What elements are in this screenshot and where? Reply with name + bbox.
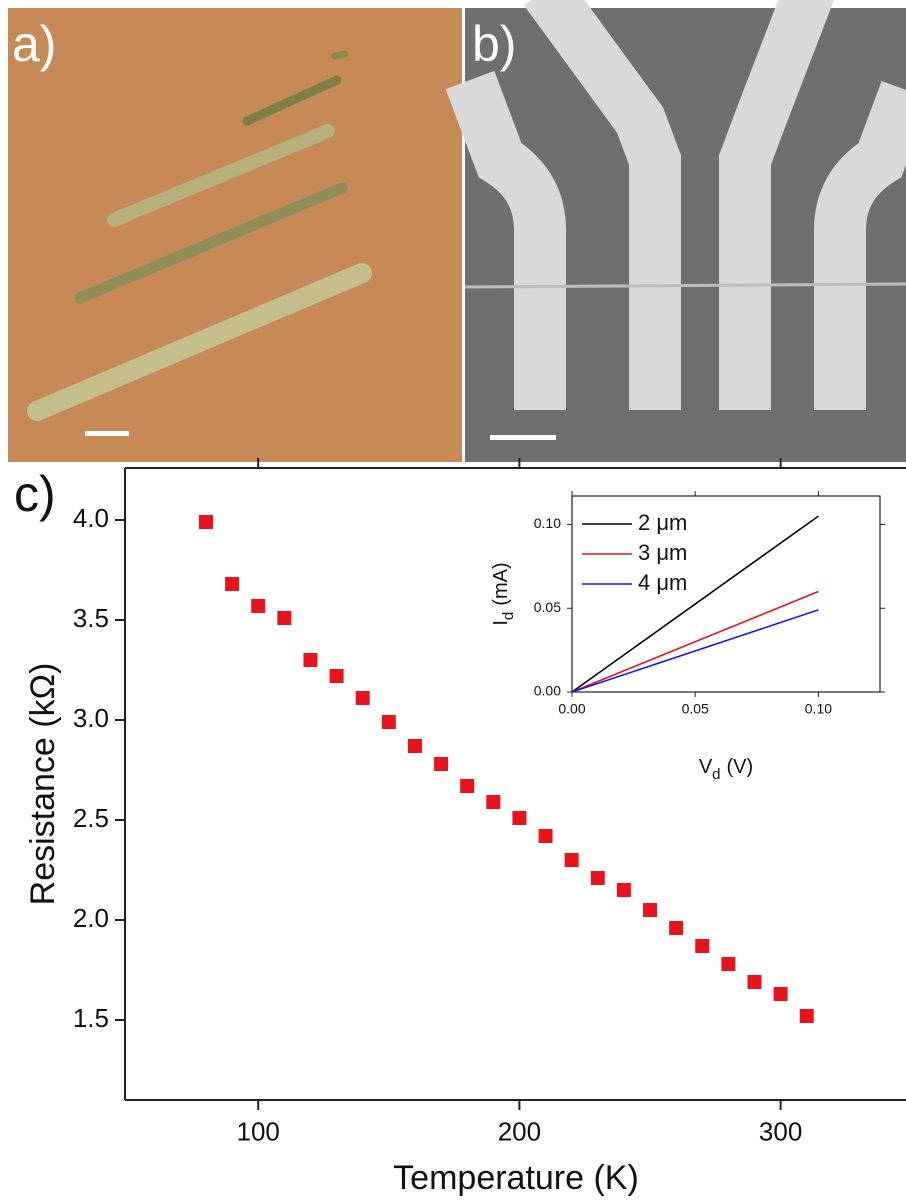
data-point <box>356 691 370 705</box>
legend-label: 3 μm <box>638 540 687 565</box>
data-point <box>669 921 683 935</box>
x-tick-label: 0.05 <box>682 700 709 716</box>
data-point <box>695 939 709 953</box>
x-tick-label: 100 <box>237 1116 280 1146</box>
y-tick-label: 0.00 <box>534 683 561 699</box>
data-point <box>512 811 526 825</box>
legend-label: 2 μm <box>638 510 687 535</box>
y-axis-title: Id(mA) <box>490 562 517 625</box>
data-point <box>565 853 579 867</box>
data-point <box>382 715 396 729</box>
data-point <box>643 903 657 917</box>
legend-label: 4 μm <box>638 570 687 595</box>
y-tick-label: 2.5 <box>73 803 109 833</box>
data-point <box>486 795 500 809</box>
x-tick-label: 200 <box>498 1116 541 1146</box>
y-tick-label: 0.05 <box>534 599 561 615</box>
y-tick-label: 1.5 <box>73 1003 109 1033</box>
y-tick-label: 0.10 <box>534 515 561 531</box>
data-point <box>225 577 239 591</box>
data-point <box>617 883 631 897</box>
label-subscript: d <box>500 612 517 620</box>
data-point <box>800 1009 814 1023</box>
panel-label: a) <box>12 16 56 72</box>
data-point <box>539 829 553 843</box>
data-point <box>774 987 788 1001</box>
panel-label: c) <box>14 466 56 522</box>
data-point <box>251 599 265 613</box>
data-point <box>460 779 474 793</box>
data-point <box>277 611 291 625</box>
data-point <box>591 871 605 885</box>
y-axis-title: Resistance (kΩ) <box>24 663 62 906</box>
data-point <box>303 653 317 667</box>
data-point <box>408 739 422 753</box>
figure: a) b) 100 200 300 4.0 3.5 3.0 2.5 2.0 1.5 c) Tempe… <box>0 0 906 1202</box>
x-tick-label: 0.10 <box>805 700 832 716</box>
x-axis-title: Temperature (K) <box>393 1159 639 1197</box>
x-tick-label: 300 <box>759 1116 802 1146</box>
inset-background <box>572 496 880 692</box>
label-part: (V) <box>727 756 754 778</box>
data-point <box>748 975 762 989</box>
data-point <box>721 957 735 971</box>
y-tick-label: 4.0 <box>73 503 109 533</box>
x-tick-label: 0.00 <box>558 700 585 716</box>
x-axis-title: Vd (V) <box>699 756 753 783</box>
y-tick-label: 2.0 <box>73 903 109 933</box>
label-part: (mA) <box>490 562 512 605</box>
label-part: V <box>699 756 713 778</box>
data-point <box>330 669 344 683</box>
y-tick-label: 3.5 <box>73 603 109 633</box>
data-point <box>199 515 213 529</box>
optical-image: a) <box>8 8 462 462</box>
data-point <box>434 757 448 771</box>
label-subscript: d <box>712 766 720 783</box>
sem-image: b) <box>465 0 906 462</box>
y-tick-label: 3.0 <box>73 703 109 733</box>
panel-label: b) <box>472 16 516 72</box>
